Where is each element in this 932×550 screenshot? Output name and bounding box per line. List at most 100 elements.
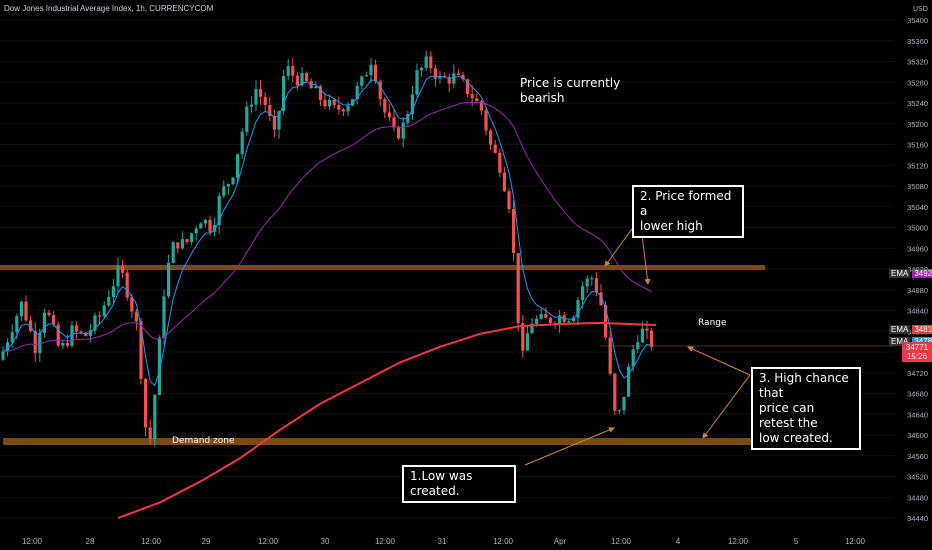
candle-body — [539, 313, 543, 319]
candle-body — [277, 111, 281, 130]
candle-body — [6, 342, 10, 352]
candle-body — [61, 342, 65, 346]
annotation-demand-zone: Demand zone — [172, 436, 235, 446]
candle-body — [171, 242, 175, 263]
candle-body — [636, 342, 640, 350]
candle-body — [167, 262, 171, 297]
candle-body — [263, 96, 267, 106]
y-tick-label: 34480 — [907, 493, 928, 502]
candle-body — [125, 272, 129, 298]
candle-body — [424, 56, 428, 68]
candle-body — [521, 323, 525, 351]
annotation-lower-high-line2: lower high — [640, 219, 703, 233]
candle-body — [236, 154, 240, 178]
y-tick-label: 34520 — [907, 473, 928, 482]
candle-body — [401, 122, 405, 139]
x-tick-label: 12:00 — [493, 537, 514, 546]
candle-body — [153, 395, 157, 439]
ema-tag-name: EMA — [889, 337, 911, 346]
candle-body — [314, 86, 318, 89]
candle-body — [456, 73, 460, 75]
candle-body — [341, 109, 345, 112]
y-tick-label: 35400 — [907, 16, 928, 25]
x-tick-label: 12:00 — [728, 537, 749, 546]
candle-body — [282, 76, 286, 112]
candle-body — [24, 301, 28, 321]
candle-body — [415, 70, 419, 95]
candle-body — [213, 225, 217, 232]
candle-body — [452, 73, 456, 84]
candle-body — [305, 73, 309, 82]
candle-body — [157, 337, 161, 396]
annotation-retest-line1: 3. High chance that — [759, 371, 849, 400]
candle-body — [571, 317, 575, 322]
candles — [1, 50, 654, 447]
candle-body — [309, 81, 313, 89]
candle-body — [613, 373, 617, 411]
candle-body — [383, 99, 387, 113]
x-tick-label: Apr — [554, 537, 567, 546]
candle-body — [585, 278, 589, 287]
annotation-bearish: Price is currently bearish — [520, 76, 620, 106]
x-tick-label: 5 — [794, 537, 799, 546]
candle-body — [650, 330, 654, 348]
annotation-arrow — [702, 374, 751, 439]
candle-body — [323, 99, 327, 107]
x-tick-label: 12:00 — [375, 537, 396, 546]
candle-body — [337, 104, 341, 110]
ema-price-tag: EMA34924 — [886, 268, 932, 279]
candle-body — [56, 324, 60, 346]
x-tick-label: 12:00 — [258, 537, 279, 546]
candle-body — [397, 127, 401, 139]
candle-body — [512, 209, 516, 254]
y-tick-label: 35040 — [907, 203, 928, 212]
candle-body — [10, 332, 14, 343]
y-tick-label: 34840 — [907, 307, 928, 316]
candle-body — [475, 98, 479, 102]
candle-body — [245, 106, 249, 132]
candle-body — [254, 89, 258, 105]
candle-body — [144, 378, 148, 428]
candle-body — [1, 351, 5, 360]
x-tick-label: 12:00 — [141, 537, 162, 546]
candle-body — [581, 286, 585, 301]
candle-body — [176, 242, 180, 249]
candle-body — [631, 349, 635, 367]
candle-body — [627, 366, 631, 397]
ema-slow-line — [117, 321, 657, 519]
candle-body — [318, 86, 322, 100]
annotation-lower-high-line1: 2. Price formed a — [640, 189, 732, 218]
candle-body — [65, 342, 69, 346]
y-tick-label: 34960 — [907, 244, 928, 253]
candle-body — [295, 75, 299, 86]
ema-mid-line — [2, 101, 652, 352]
candle-body — [479, 101, 483, 111]
candle-body — [438, 75, 442, 79]
y-tick-label: 35200 — [907, 120, 928, 129]
candle-body — [226, 184, 230, 187]
candle-body — [507, 191, 511, 210]
annotation-low-created: 1.Low was created. — [402, 465, 516, 503]
candle-body — [484, 110, 488, 131]
candle-body — [645, 328, 649, 331]
candle-body — [346, 105, 350, 112]
candle-body — [369, 64, 373, 76]
candle-body — [617, 410, 621, 412]
x-tick-label: 12:00 — [845, 537, 866, 546]
candle-body — [107, 296, 111, 306]
candle-body — [608, 337, 612, 374]
candle-body — [42, 312, 46, 333]
y-tick-label: 35160 — [907, 141, 928, 150]
x-tick-label: 30 — [321, 537, 330, 546]
candle-body — [268, 105, 272, 116]
candle-body — [249, 104, 253, 107]
ema-fast-line — [2, 75, 652, 387]
y-tick-label: 34880 — [907, 286, 928, 295]
candle-body — [466, 79, 470, 95]
x-tick-label: 12:00 — [611, 537, 632, 546]
ema-price-tag: EMA34780 — [886, 336, 932, 347]
ema-tag-name: EMA — [889, 269, 911, 278]
annotation-range: Range — [698, 318, 727, 328]
currency-label: USD — [913, 5, 928, 13]
